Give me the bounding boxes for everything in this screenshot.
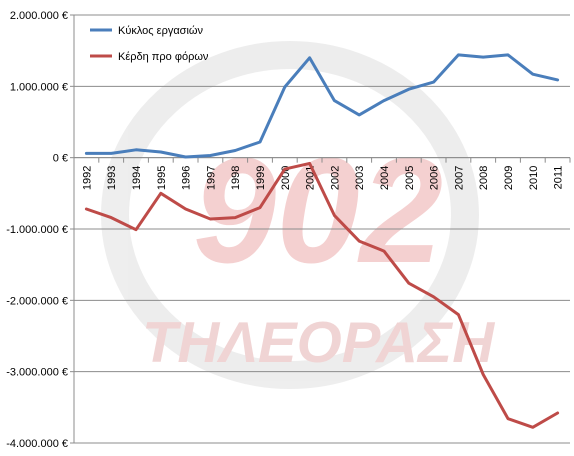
- data-point-revenue: [531, 73, 534, 76]
- data-point-profit: [382, 249, 386, 253]
- data-point-revenue: [457, 53, 460, 57]
- data-point-profit: [283, 167, 286, 171]
- x-tick-label: 2005: [404, 166, 416, 190]
- watermark-caption-text: ΤΗΛΕΟΡΑΣΗ: [142, 310, 495, 375]
- x-tick-label: 2006: [429, 166, 441, 190]
- y-tick-label: -3.000.000 €: [6, 367, 68, 379]
- data-point-profit: [556, 411, 559, 415]
- x-tick-label: 1999: [255, 166, 267, 190]
- data-point-profit: [85, 207, 88, 211]
- data-point-revenue: [556, 78, 559, 82]
- data-point-profit: [159, 192, 162, 195]
- data-point-profit: [432, 295, 435, 298]
- x-tick-label: 1992: [81, 166, 93, 190]
- data-point-revenue: [482, 55, 485, 59]
- data-point-profit: [506, 417, 510, 420]
- watermark-ring: [101, 41, 479, 389]
- y-tick-label: 2.000.000 €: [10, 10, 68, 22]
- data-point-profit: [308, 162, 311, 165]
- data-point-profit: [457, 313, 460, 316]
- x-tick-label: 2007: [453, 166, 465, 190]
- data-point-revenue: [358, 113, 361, 117]
- x-tick-label: 1998: [230, 166, 242, 190]
- data-point-revenue: [209, 154, 212, 157]
- data-point-profit: [234, 216, 237, 219]
- x-tick-label: 2002: [329, 166, 341, 190]
- data-point-profit: [258, 206, 262, 209]
- x-tick-label: 1997: [205, 166, 217, 190]
- legend: Κύκλος εργασιών Κέρδη προ φόρων: [90, 25, 209, 63]
- x-axis: [73, 157, 571, 163]
- x-tick-label: 2001: [305, 166, 317, 190]
- data-point-revenue: [234, 149, 237, 152]
- data-point-profit: [358, 239, 361, 243]
- data-point-revenue: [382, 99, 386, 102]
- legend-label-revenue: Κύκλος εργασιών: [118, 25, 204, 37]
- x-tick-label: 1995: [156, 166, 168, 190]
- data-point-revenue: [407, 87, 410, 91]
- x-tick-label: 2004: [379, 166, 391, 190]
- y-tick-label: -1.000.000 €: [6, 224, 68, 236]
- data-point-profit: [110, 216, 113, 219]
- y-tick-label: -2.000.000 €: [6, 295, 68, 307]
- data-point-revenue: [506, 53, 510, 57]
- data-point-profit: [333, 214, 336, 217]
- x-tick-label: 2009: [503, 166, 515, 190]
- y-tick-label: -4.000.000 €: [6, 438, 68, 450]
- x-tick-label: 1993: [106, 166, 118, 190]
- data-point-profit: [209, 217, 212, 221]
- data-point-revenue: [85, 152, 88, 155]
- data-point-revenue: [432, 80, 435, 84]
- data-point-revenue: [258, 140, 262, 144]
- data-point-revenue: [308, 56, 311, 59]
- data-point-revenue: [333, 99, 336, 102]
- y-tick-label: 1.000.000 €: [10, 81, 68, 93]
- legend-label-profit: Κέρδη προ φόρων: [118, 51, 209, 63]
- x-axis-ticks: 1992 1993 1994 1995 1996 1997 1998 1999 2000 2001…: [81, 166, 564, 190]
- x-tick-label: 2011: [553, 166, 565, 190]
- y-axis-ticks: 2.000.000 € 1.000.000 € 0 € -1.000.000 € -2.…: [6, 10, 75, 450]
- data-point-profit: [482, 373, 485, 376]
- series-line-revenue: [84, 53, 560, 159]
- data-point-revenue: [134, 148, 138, 152]
- series-line-profit: [84, 161, 560, 429]
- data-point-profit: [184, 207, 187, 211]
- x-tick-label: 1994: [131, 166, 143, 190]
- data-point-profit: [407, 282, 410, 285]
- data-point-revenue: [159, 150, 162, 154]
- series-lines: [84, 53, 560, 429]
- watermark-logo: 902 ΤΗΛΕΟΡΑΣΗ: [101, 41, 495, 389]
- x-tick-label: 1996: [181, 166, 193, 190]
- data-point-revenue: [184, 155, 187, 159]
- data-point-profit: [134, 228, 138, 231]
- watermark-logo-text: 902: [193, 126, 443, 294]
- grid-lines: [74, 14, 570, 444]
- data-point-revenue: [110, 152, 113, 155]
- data-point-revenue: [283, 85, 286, 89]
- data-point-profit: [531, 426, 534, 429]
- x-tick-label: 2003: [354, 166, 366, 190]
- x-tick-label: 2008: [478, 166, 490, 190]
- x-tick-label: 2010: [528, 166, 540, 190]
- y-tick-label: 0 €: [53, 153, 68, 165]
